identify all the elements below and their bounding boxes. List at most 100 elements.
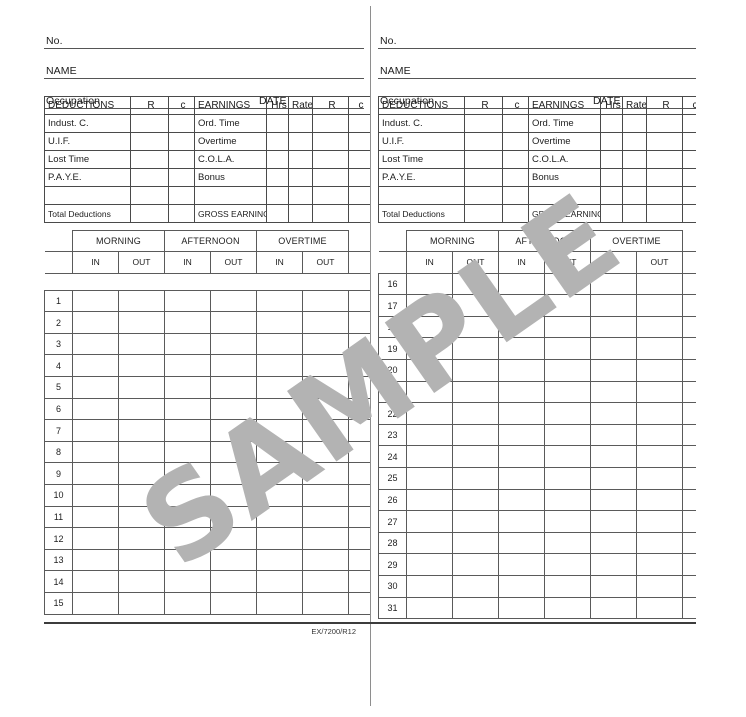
afternoon-in-cell[interactable] [164, 462, 211, 486]
field-name-right[interactable]: NAME [378, 56, 696, 79]
total-cell[interactable] [682, 315, 696, 339]
overtime-out-cell[interactable] [301, 548, 350, 572]
morning-out-cell[interactable] [118, 419, 165, 442]
morning-in-cell[interactable] [406, 510, 453, 533]
overtime-in-cell[interactable] [256, 548, 303, 572]
earning-rand-cell[interactable] [312, 132, 349, 151]
overtime-in-cell[interactable] [256, 505, 303, 529]
total-cell[interactable] [348, 527, 370, 550]
deduction-cents-cell[interactable] [168, 168, 195, 187]
afternoon-out-cell[interactable] [210, 527, 257, 550]
overtime-out-cell[interactable] [635, 510, 684, 533]
deduction-cents-cell[interactable] [168, 114, 195, 133]
morning-out-cell[interactable] [452, 359, 499, 382]
afternoon-out-cell[interactable] [210, 354, 257, 378]
deduction-rand-cell[interactable] [130, 150, 169, 169]
morning-out-cell[interactable] [452, 423, 499, 447]
afternoon-in-cell[interactable] [164, 332, 211, 356]
earning-rand-cell[interactable] [646, 186, 683, 205]
deduction-cents-cell[interactable] [168, 186, 195, 205]
afternoon-out-cell[interactable] [210, 592, 257, 615]
gross-earnings-rand-cell[interactable] [312, 204, 349, 223]
gross-earnings-cents-cell[interactable] [348, 204, 370, 223]
earning-rate-cell[interactable] [288, 132, 313, 151]
morning-out-cell[interactable] [452, 445, 499, 469]
morning-in-cell[interactable] [72, 289, 119, 313]
afternoon-in-cell[interactable] [498, 380, 545, 404]
earning-hrs-cell[interactable] [266, 114, 289, 133]
total-cell[interactable] [348, 548, 370, 572]
overtime-in-cell[interactable] [256, 397, 303, 421]
overtime-out-cell[interactable] [301, 354, 350, 378]
overtime-out-cell[interactable] [301, 332, 350, 356]
total-cell[interactable] [348, 419, 370, 442]
deduction-cents-cell[interactable] [502, 150, 529, 169]
overtime-out-cell[interactable] [635, 272, 684, 296]
morning-out-cell[interactable] [452, 467, 499, 490]
morning-out-cell[interactable] [452, 272, 499, 296]
morning-in-cell[interactable] [406, 402, 453, 425]
earning-hrs-cell[interactable] [600, 132, 623, 151]
overtime-out-cell[interactable] [301, 376, 350, 399]
total-cell[interactable] [348, 397, 370, 421]
earning-hrs-cell[interactable] [266, 186, 289, 205]
earning-rand-cell[interactable] [646, 168, 683, 187]
earning-label[interactable] [528, 186, 601, 205]
morning-in-cell[interactable] [72, 592, 119, 615]
overtime-in-cell[interactable] [256, 570, 303, 593]
afternoon-in-cell[interactable] [164, 484, 211, 507]
deduction-rand-cell[interactable] [464, 186, 503, 205]
total-deductions-cents-cell[interactable] [168, 204, 195, 223]
total-cell[interactable] [682, 575, 696, 598]
morning-in-cell[interactable] [72, 570, 119, 593]
deduction-rand-cell[interactable] [464, 114, 503, 133]
earning-cents-cell[interactable] [348, 168, 370, 187]
afternoon-in-cell[interactable] [164, 527, 211, 550]
morning-in-cell[interactable] [406, 423, 453, 447]
morning-out-cell[interactable] [452, 337, 499, 361]
afternoon-out-cell[interactable] [544, 423, 591, 447]
overtime-out-cell[interactable] [301, 311, 350, 334]
overtime-in-cell[interactable] [590, 337, 637, 361]
deduction-label[interactable] [378, 186, 465, 205]
deduction-label[interactable] [44, 186, 131, 205]
afternoon-in-cell[interactable] [498, 272, 545, 296]
gross-earnings-cents-cell[interactable] [682, 204, 696, 223]
overtime-in-cell[interactable] [590, 467, 637, 490]
earning-hrs-cell[interactable] [600, 114, 623, 133]
afternoon-out-cell[interactable] [544, 553, 591, 576]
earning-rate-cell[interactable] [622, 150, 647, 169]
earning-rand-cell[interactable] [312, 186, 349, 205]
afternoon-in-cell[interactable] [164, 289, 211, 313]
afternoon-in-cell[interactable] [498, 531, 545, 555]
afternoon-out-cell[interactable] [544, 488, 591, 512]
overtime-out-cell[interactable] [301, 505, 350, 529]
earning-rate-cell[interactable] [288, 114, 313, 133]
overtime-in-cell[interactable] [590, 596, 637, 620]
morning-out-cell[interactable] [118, 397, 165, 421]
morning-in-cell[interactable] [406, 380, 453, 404]
afternoon-in-cell[interactable] [164, 419, 211, 442]
afternoon-out-cell[interactable] [544, 596, 591, 620]
field-name-left[interactable]: NAME [44, 56, 364, 79]
overtime-out-cell[interactable] [635, 488, 684, 512]
earning-rate-cell[interactable] [288, 186, 313, 205]
total-cell[interactable] [348, 592, 370, 615]
morning-in-cell[interactable] [72, 484, 119, 507]
morning-out-cell[interactable] [452, 575, 499, 598]
afternoon-in-cell[interactable] [164, 397, 211, 421]
afternoon-in-cell[interactable] [498, 596, 545, 620]
morning-out-cell[interactable] [118, 527, 165, 550]
overtime-out-cell[interactable] [301, 440, 350, 464]
afternoon-in-cell[interactable] [164, 440, 211, 464]
earning-rand-cell[interactable] [646, 114, 683, 133]
earning-cents-cell[interactable] [682, 114, 696, 133]
earning-rand-cell[interactable] [646, 132, 683, 151]
total-cell[interactable] [682, 596, 696, 620]
afternoon-out-cell[interactable] [544, 510, 591, 533]
earning-hrs-cell[interactable] [600, 168, 623, 187]
afternoon-out-cell[interactable] [544, 315, 591, 339]
total-deductions-rand-cell[interactable] [130, 204, 169, 223]
overtime-in-cell[interactable] [256, 289, 303, 313]
deduction-rand-cell[interactable] [464, 150, 503, 169]
